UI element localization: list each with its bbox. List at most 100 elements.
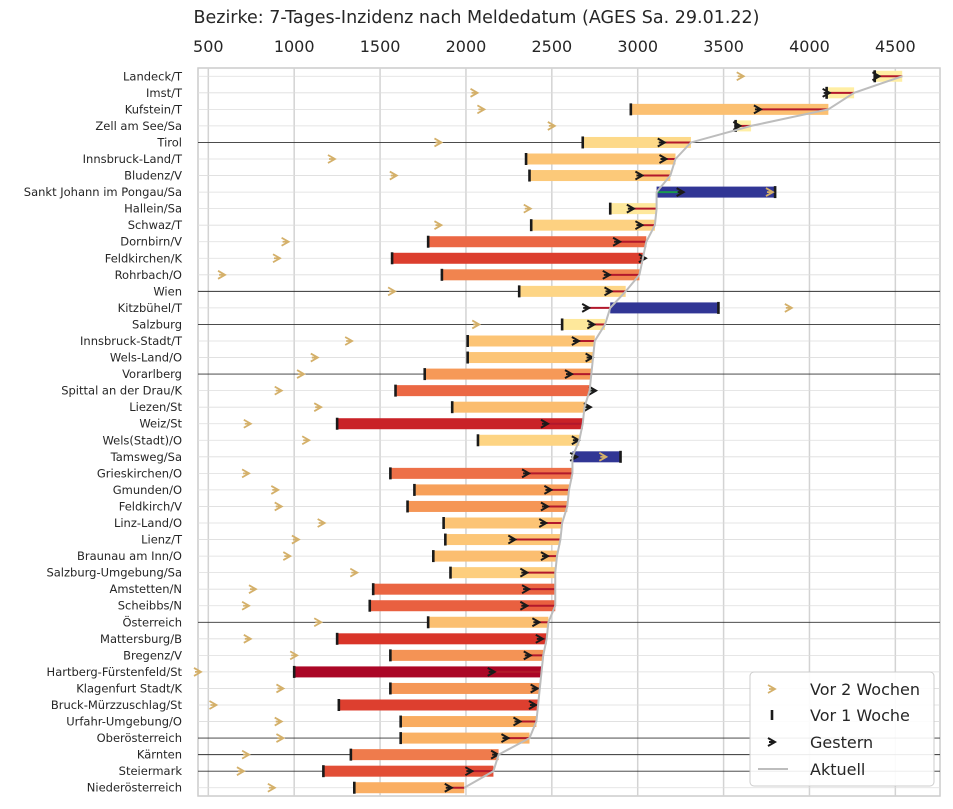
x-tick-label: 500 bbox=[193, 37, 224, 56]
category-label: Hartberg-Fürstenfeld/St bbox=[47, 665, 183, 679]
marker-gestern bbox=[626, 203, 636, 214]
bar-1week-change bbox=[467, 352, 594, 364]
category-label: Oberösterreich bbox=[97, 731, 182, 745]
bar-1week-change bbox=[400, 716, 537, 728]
marker-gestern bbox=[538, 518, 549, 528]
marker-gestern bbox=[487, 667, 497, 677]
bar-1week-change bbox=[390, 649, 544, 661]
bar-1week-change bbox=[350, 749, 499, 761]
marker-vor-2-wochen bbox=[301, 435, 312, 446]
category-label: Grieskirchen/O bbox=[97, 466, 182, 480]
x-tick-label: 1000 bbox=[274, 37, 315, 56]
marker-vor-2-wochen bbox=[243, 634, 253, 644]
x-tick-label: 3000 bbox=[617, 37, 658, 56]
bar-1week-change bbox=[450, 567, 556, 579]
marker-gestern bbox=[530, 683, 540, 694]
bar-1week-change bbox=[445, 534, 561, 546]
marker-vor-2-wochen bbox=[296, 369, 306, 379]
bar-1week-change bbox=[428, 236, 647, 248]
category-label: Urfahr-Umgebung/O bbox=[66, 715, 182, 729]
category-label: Mattersburg/B bbox=[100, 632, 182, 646]
bar-1week-change bbox=[323, 765, 494, 777]
category-label: Kufstein/T bbox=[125, 102, 183, 116]
marker-vor-2-wochen bbox=[387, 286, 397, 297]
category-label: Innsbruck-Stadt/T bbox=[80, 334, 183, 348]
marker-gestern bbox=[581, 303, 592, 313]
category-label: Innsbruck-Land/T bbox=[83, 152, 183, 166]
category-label: Wels-Land/O bbox=[110, 351, 182, 365]
category-label: Landeck/T bbox=[123, 69, 183, 83]
bar-1week-change bbox=[572, 451, 621, 463]
x-tick-label: 2500 bbox=[531, 37, 572, 56]
category-label: Tirol bbox=[156, 135, 182, 149]
marker-gestern bbox=[871, 71, 882, 82]
category-label: Salzburg-Umgebung/Sa bbox=[46, 566, 182, 580]
category-label: Kitzbühel/T bbox=[118, 301, 183, 315]
marker-vor-2-wochen bbox=[313, 402, 324, 412]
series-line-aktuell bbox=[463, 75, 903, 789]
marker-gestern bbox=[464, 766, 475, 777]
category-label: Dornbirn/V bbox=[120, 235, 182, 249]
bar-1week-change bbox=[369, 600, 556, 612]
marker-vor-2-wochen bbox=[209, 700, 219, 710]
bar-1week-change bbox=[294, 666, 542, 678]
bar-1week-change bbox=[424, 368, 592, 380]
bar-1week-change bbox=[428, 616, 549, 628]
category-label: Wien bbox=[153, 284, 182, 298]
marker-gestern bbox=[658, 154, 669, 164]
category-label: Steiermark bbox=[119, 764, 183, 778]
marker-gestern bbox=[571, 336, 581, 346]
category-label: Österreich bbox=[122, 613, 182, 629]
marker-vor-2-wochen bbox=[784, 303, 794, 313]
category-label: Amstetten/N bbox=[109, 582, 182, 596]
category-label: Tamsweg/Sa bbox=[110, 450, 182, 464]
marker-vor-2-wochen bbox=[471, 319, 482, 330]
category-label: Lienz/T bbox=[141, 533, 183, 547]
marker-vor-2-wochen bbox=[275, 733, 286, 743]
marker-gestern bbox=[540, 501, 550, 512]
marker-vor-2-wochen bbox=[281, 236, 291, 247]
marker-vor-2-wochen bbox=[598, 452, 609, 462]
marker-vor-2-wochen bbox=[310, 352, 320, 363]
category-label: Weiz/St bbox=[139, 417, 182, 431]
marker-vor-2-wochen bbox=[476, 104, 487, 115]
marker-gestern bbox=[519, 600, 530, 611]
x-tick-label: 1500 bbox=[360, 37, 401, 56]
marker-gestern bbox=[543, 485, 554, 495]
bar-1week-change bbox=[390, 467, 573, 479]
bar-1week-change bbox=[354, 782, 465, 794]
category-label: Linz-Land/O bbox=[114, 516, 182, 530]
legend-marker-gestern bbox=[767, 737, 778, 747]
category-label: Feldkirchen/K bbox=[105, 251, 183, 265]
marker-vor-2-wochen bbox=[217, 270, 227, 280]
marker-vor-2-wochen bbox=[236, 766, 246, 776]
bar-1week-change bbox=[531, 219, 655, 231]
marker-gestern bbox=[612, 236, 623, 247]
marker-vor-2-wochen bbox=[317, 518, 327, 528]
x-tick-label: 4000 bbox=[789, 37, 830, 56]
bar-1week-change bbox=[390, 682, 540, 694]
bar-1week-change bbox=[519, 285, 626, 297]
marker-gestern bbox=[444, 782, 454, 793]
x-tick-label: 4500 bbox=[875, 37, 916, 56]
bar-1week-change bbox=[443, 517, 563, 529]
marker-vor-2-wochen bbox=[241, 749, 251, 760]
category-label: Niederösterreich bbox=[87, 781, 182, 795]
bar-1week-change bbox=[392, 252, 643, 264]
marker-vor-2-wochen bbox=[275, 683, 286, 694]
category-label: Gmunden/O bbox=[113, 483, 182, 497]
category-label: Vorarlberg bbox=[122, 367, 182, 381]
marker-vor-2-wochen bbox=[193, 667, 203, 677]
marker-vor-2-wochen bbox=[765, 187, 775, 197]
marker-gestern bbox=[540, 551, 550, 561]
marker-gestern bbox=[519, 567, 530, 578]
bar-1week-change bbox=[562, 318, 606, 330]
category-label: Schwaz/T bbox=[128, 218, 183, 232]
marker-vor-2-wochen bbox=[272, 253, 282, 264]
marker-vor-2-wochen bbox=[291, 534, 301, 545]
bar-1week-change bbox=[529, 170, 671, 182]
marker-gestern bbox=[531, 617, 542, 628]
bar-1week-change bbox=[337, 633, 547, 645]
marker-vor-2-wochen bbox=[241, 468, 251, 479]
marker-vor-2-wochen bbox=[434, 220, 444, 230]
